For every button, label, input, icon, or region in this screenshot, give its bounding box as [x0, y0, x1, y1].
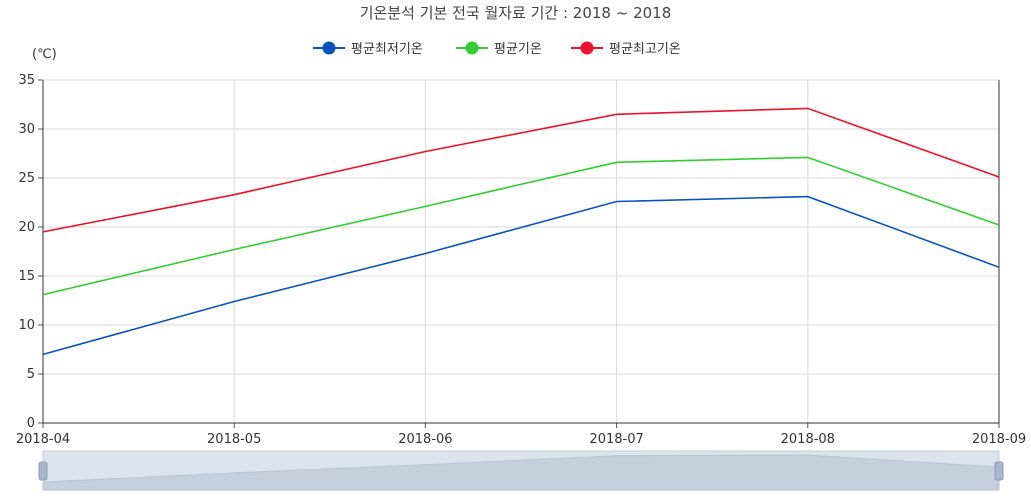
x-tick-label: 2018-06: [398, 432, 452, 447]
zoom-slider-preview: [42, 454, 1000, 491]
legend-marker-1[interactable]: [465, 41, 479, 55]
y-tick-label: 10: [18, 318, 35, 333]
x-tick-label: 2018-05: [207, 432, 261, 447]
legend-label-0[interactable]: 평균최저기온: [351, 42, 423, 57]
zoom-handle-left[interactable]: [38, 461, 48, 481]
x-tick-label: 2018-04: [16, 432, 70, 447]
legend-label-1[interactable]: 평균기온: [494, 42, 542, 57]
y-tick-label: 5: [27, 367, 35, 382]
y-axis-unit-label: (℃): [32, 47, 57, 62]
y-tick-label: 35: [18, 73, 35, 88]
zoom-handle-right[interactable]: [994, 461, 1004, 481]
series-line-1: [42, 156, 1000, 296]
chart-title: 기온분석 기본 전국 월자료 기간 : 2018 ~ 2018: [359, 4, 672, 22]
series-line-2: [42, 107, 1000, 233]
y-tick-label: 15: [18, 269, 35, 284]
legend-marker-2[interactable]: [580, 41, 594, 55]
x-tick-label: 2018-07: [589, 432, 643, 447]
y-tick-label: 0: [27, 416, 35, 431]
y-tick-label: 20: [18, 220, 35, 235]
y-tick-label: 30: [18, 122, 35, 137]
y-tick-label: 25: [18, 171, 35, 186]
legend-label-2[interactable]: 평균최고기온: [609, 42, 681, 57]
series-line-0: [42, 195, 1000, 356]
x-tick-label: 2018-08: [781, 432, 835, 447]
legend-marker-0[interactable]: [322, 41, 336, 55]
x-tick-label: 2018-09: [972, 432, 1026, 447]
